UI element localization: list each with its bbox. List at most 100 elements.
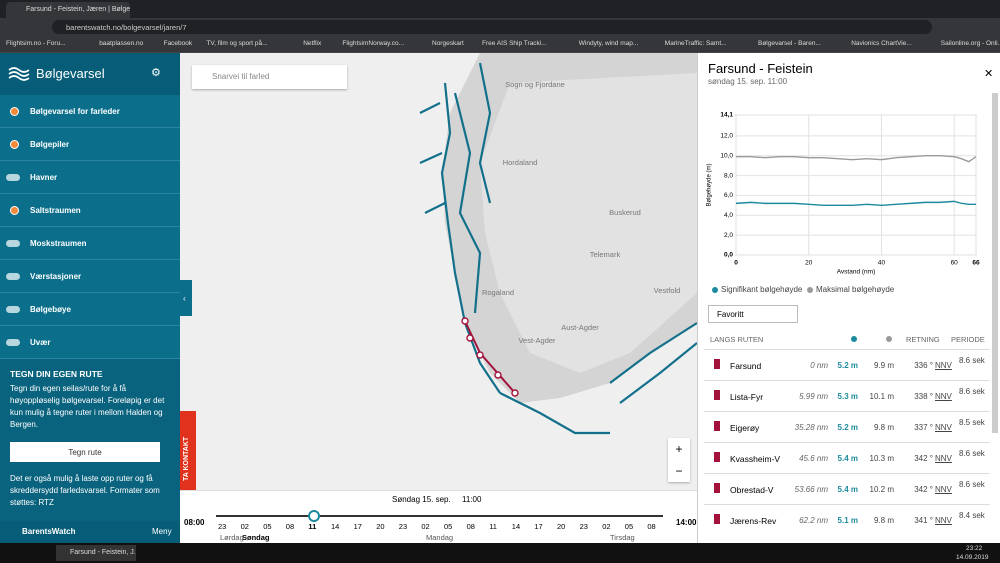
- route-section: [0, 359, 180, 521]
- y-tick-label: 14,1: [720, 112, 733, 119]
- table-row[interactable]: [704, 442, 990, 473]
- direction: 342 °: [914, 454, 933, 463]
- search-box[interactable]: Snarvei til farled: [192, 65, 347, 89]
- sig-height: 5.4 m: [837, 454, 858, 463]
- bookmark[interactable]: Free AIS Ship Tracki...: [482, 40, 547, 47]
- bookmark[interactable]: baatplassen.no: [99, 40, 144, 47]
- distance: 45.6 nm: [799, 454, 828, 463]
- collapse-button[interactable]: ‹: [180, 280, 192, 316]
- app-title: Bølgevarsel: [36, 66, 105, 81]
- sig-height: 5.2 m: [837, 423, 858, 432]
- table-row[interactable]: [704, 349, 990, 380]
- scrollbar[interactable]: [992, 93, 998, 433]
- bookmark[interactable]: Sailonline.org - Onli...: [940, 40, 1000, 47]
- place-label: Vestfold: [654, 286, 681, 295]
- hour-label: 14: [331, 522, 340, 531]
- route-heading: TEGN DIN EGEN RUTE: [10, 369, 103, 379]
- direction-name: NNV: [935, 361, 952, 370]
- zoom-in[interactable]: +: [675, 442, 683, 456]
- bookmark[interactable]: MarineTraffic: Samt...: [664, 40, 727, 47]
- layer-label: Værstasjoner: [30, 272, 82, 281]
- place-label: Buskerud: [609, 208, 641, 217]
- hour-label: 14: [511, 522, 521, 531]
- layer-toggle: [6, 273, 20, 280]
- place-label: Hordaland: [503, 158, 538, 167]
- layer-row[interactable]: [0, 227, 180, 260]
- layer-row[interactable]: [0, 128, 180, 161]
- hour-label: 08: [285, 522, 295, 531]
- bookmark[interactable]: TV, film og sport på...: [206, 40, 268, 47]
- layer-label: Moskstraumen: [30, 239, 87, 248]
- station-name: Eigerøy: [730, 423, 760, 433]
- table-row[interactable]: [704, 473, 990, 504]
- distance: 5.99 nm: [799, 392, 828, 401]
- bookmark[interactable]: Windyty, wind map...: [578, 40, 639, 47]
- layer-label: Saltstraumen: [30, 206, 81, 215]
- sidebar-header: [0, 53, 180, 95]
- favorite-button[interactable]: Favoritt: [708, 305, 798, 323]
- close-button[interactable]: ✕: [984, 68, 994, 80]
- layer-label: Bølgepiler: [30, 140, 70, 149]
- day-label: Søndag: [242, 533, 270, 542]
- table-row[interactable]: [704, 411, 990, 442]
- place-label: Rogaland: [482, 288, 514, 297]
- hour-label: 05: [624, 522, 634, 531]
- zoom-out[interactable]: −: [675, 464, 683, 478]
- taskbar: Farsund - Feistein, J... 23:22 14.09.201…: [0, 543, 1000, 563]
- layer-row[interactable]: [0, 326, 180, 359]
- day-label: Tirsdag: [610, 533, 635, 542]
- address-row: barentswatch.no/bolgevarsel/jaren/7: [0, 18, 1000, 36]
- menu-button[interactable]: Meny: [152, 527, 172, 536]
- bookmark[interactable]: FlightsimNorway.co...: [342, 40, 405, 47]
- layer-row[interactable]: [0, 161, 180, 194]
- contact-tab[interactable]: TA KONTAKT: [180, 411, 196, 490]
- layer-row[interactable]: [0, 260, 180, 293]
- col-dot: [886, 336, 892, 342]
- table-header: PERIODE: [951, 335, 985, 344]
- layer-row[interactable]: [0, 194, 180, 227]
- task-item[interactable]: Farsund - Feistein, J...: [56, 545, 136, 561]
- layer-row[interactable]: [0, 95, 180, 128]
- bookmark[interactable]: Netflix: [303, 40, 322, 47]
- table-header: LANGS RUTEN: [710, 335, 764, 344]
- station-name: Farsund: [730, 361, 762, 371]
- contact-label[interactable]: TA KONTAKT: [183, 436, 190, 481]
- hour-label: 05: [263, 522, 272, 531]
- tab[interactable]: Farsund - Feistein, Jæren | Bølgev: [6, 2, 130, 18]
- layer-row[interactable]: [0, 293, 180, 326]
- route-button[interactable]: Tegn rute: [10, 442, 160, 462]
- hour-label: 17: [353, 522, 362, 531]
- max-height: 10.2 m: [869, 485, 894, 494]
- layer-label: Bølgebøye: [30, 305, 71, 314]
- station-name: Obrestad-V: [730, 485, 774, 495]
- distance: 62.2 nm: [799, 516, 828, 525]
- bookmark[interactable]: Navionics ChartVie...: [851, 40, 912, 47]
- max-height: 9.8 m: [873, 423, 894, 432]
- timeline-start: 08:00: [184, 518, 205, 527]
- url-bar[interactable]: barentswatch.no/bolgevarsel/jaren/7: [52, 20, 932, 34]
- col-dot: [851, 336, 857, 342]
- table-row[interactable]: [704, 504, 990, 535]
- map-canvas: Sogn og Fjordane Hordaland Buskerud Telemar…: [419, 53, 698, 435]
- bookmark[interactable]: Bølgevarsel - Baren...: [758, 40, 821, 47]
- hour-label: 20: [376, 522, 385, 531]
- route-text-2: Det er også mulig å laste opp ruter og f…: [10, 474, 160, 507]
- x-tick-label: 0: [734, 260, 738, 267]
- x-tick-label: 60: [951, 260, 959, 267]
- bookmark[interactable]: Norgeskart: [432, 40, 464, 47]
- direction-name: NNV: [935, 392, 952, 401]
- bookmark[interactable]: Flightsim.no - Foru...: [6, 40, 66, 47]
- hour-label: 08: [466, 522, 475, 531]
- settings-icon[interactable]: ⚙: [151, 67, 161, 79]
- x-tick-label: 40: [878, 260, 886, 267]
- y-tick-label: 2,0: [724, 232, 733, 239]
- table-row[interactable]: [704, 380, 990, 411]
- time-knob[interactable]: [308, 510, 321, 522]
- bookmark[interactable]: Facebook: [163, 40, 193, 47]
- period: 8.6 sek: [959, 387, 985, 396]
- x-axis-label: Avstand (nm): [837, 269, 876, 276]
- sidebar: Bølgevarsel ⚙ Bølgevarsel for farleder Bø…: [0, 53, 180, 543]
- station-name: Jærens-Rev: [730, 516, 777, 526]
- station-name: Kvassheim-V: [730, 454, 781, 464]
- direction-name: NNV: [935, 454, 952, 463]
